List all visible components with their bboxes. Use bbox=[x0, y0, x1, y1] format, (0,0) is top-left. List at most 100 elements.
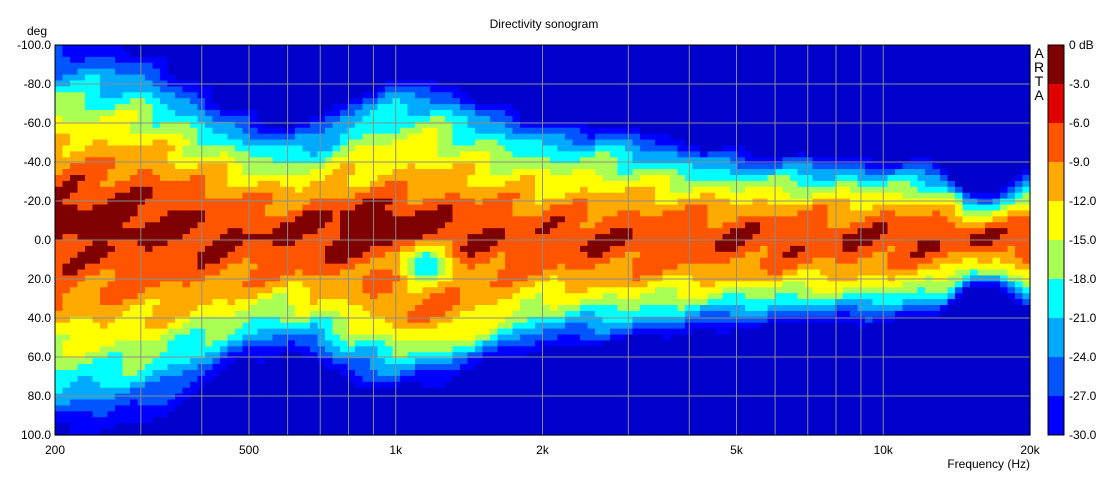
heatmap-cell bbox=[85, 399, 94, 407]
heatmap-cell bbox=[542, 127, 551, 135]
heatmap-cell bbox=[377, 180, 386, 188]
heatmap-cell bbox=[272, 299, 281, 306]
heatmap-cell bbox=[497, 121, 506, 129]
heatmap-cell bbox=[182, 293, 191, 300]
heatmap-cell bbox=[542, 192, 551, 200]
heatmap-cell bbox=[122, 293, 131, 300]
heatmap-cell bbox=[400, 186, 409, 194]
heatmap-cell bbox=[430, 328, 439, 336]
heatmap-cell bbox=[92, 399, 101, 407]
heatmap-cell bbox=[392, 305, 401, 312]
heatmap-cell bbox=[190, 322, 199, 330]
heatmap-cell bbox=[92, 121, 101, 129]
heatmap-cell bbox=[340, 198, 349, 206]
heatmap-cell bbox=[272, 175, 281, 182]
heatmap-cell bbox=[497, 74, 506, 82]
heatmap-cell bbox=[55, 139, 64, 147]
heatmap-cell bbox=[580, 358, 589, 365]
heatmap-cell bbox=[137, 417, 146, 424]
heatmap-cell bbox=[115, 104, 124, 111]
heatmap-cell bbox=[137, 192, 146, 200]
heatmap-cell bbox=[347, 192, 356, 200]
heatmap-cell bbox=[145, 322, 154, 330]
heatmap-cell bbox=[310, 405, 319, 412]
heatmap-cell bbox=[137, 45, 146, 52]
heatmap-cell bbox=[437, 204, 446, 212]
heatmap-cell bbox=[287, 322, 296, 330]
heatmap-cell bbox=[610, 127, 619, 135]
heatmap-cell bbox=[587, 293, 596, 300]
heatmap-cell bbox=[130, 50, 139, 58]
heatmap-cell bbox=[182, 127, 191, 135]
heatmap-cell bbox=[362, 139, 371, 147]
heatmap-cell bbox=[130, 411, 139, 418]
heatmap-cell bbox=[175, 245, 184, 253]
heatmap-cell bbox=[220, 417, 229, 424]
heatmap-cell bbox=[92, 245, 101, 253]
heatmap-cell bbox=[347, 163, 356, 170]
heatmap-cell bbox=[70, 340, 79, 347]
heatmap-cell bbox=[145, 245, 154, 253]
heatmap-cell bbox=[400, 352, 409, 359]
heatmap-cell bbox=[490, 56, 499, 64]
heatmap-cell bbox=[580, 133, 589, 141]
heatmap-cell bbox=[212, 305, 221, 312]
heatmap-cell bbox=[490, 45, 499, 52]
heatmap-cell bbox=[475, 175, 484, 182]
heatmap-cell bbox=[122, 299, 131, 306]
heatmap-cell bbox=[62, 411, 71, 418]
heatmap-cell bbox=[347, 104, 356, 111]
heatmap-cell bbox=[107, 399, 116, 407]
heatmap-cell bbox=[475, 192, 484, 200]
heatmap-cell bbox=[62, 375, 71, 383]
heatmap-cell bbox=[265, 222, 274, 229]
heatmap-cell bbox=[355, 68, 364, 76]
heatmap-cell bbox=[92, 393, 101, 401]
heatmap-cell bbox=[445, 281, 454, 288]
heatmap-cell bbox=[520, 251, 529, 259]
heatmap-cell bbox=[302, 62, 311, 70]
heatmap-cell bbox=[212, 417, 221, 424]
heatmap-cell bbox=[167, 340, 176, 347]
heatmap-cell bbox=[332, 121, 341, 129]
heatmap-cell bbox=[362, 145, 371, 152]
heatmap-cell bbox=[235, 257, 244, 265]
heatmap-cell bbox=[377, 240, 386, 247]
heatmap-cell bbox=[250, 251, 259, 259]
heatmap-cell bbox=[250, 328, 259, 336]
heatmap-cell bbox=[302, 305, 311, 312]
heatmap-cell bbox=[550, 180, 559, 188]
heatmap-cell bbox=[550, 269, 559, 277]
heatmap-cell bbox=[505, 204, 514, 212]
heatmap-cell bbox=[512, 192, 521, 200]
heatmap-cell bbox=[482, 334, 491, 342]
heatmap-cell bbox=[325, 375, 334, 383]
heatmap-cell bbox=[437, 110, 446, 117]
heatmap-cell bbox=[325, 399, 334, 407]
heatmap-cell bbox=[62, 287, 71, 294]
heatmap-cell bbox=[70, 110, 79, 117]
heatmap-cell bbox=[115, 293, 124, 300]
heatmap-cell bbox=[272, 429, 281, 436]
heatmap-cell bbox=[212, 322, 221, 330]
heatmap-cell bbox=[92, 387, 101, 395]
heatmap-cell bbox=[505, 50, 514, 58]
heatmap-cell bbox=[310, 86, 319, 93]
heatmap-cell bbox=[272, 228, 281, 235]
heatmap-cell bbox=[460, 151, 469, 158]
heatmap-cell bbox=[572, 157, 581, 164]
heatmap-cell bbox=[520, 429, 529, 436]
heatmap-cell bbox=[520, 287, 529, 294]
heatmap-cell bbox=[422, 110, 431, 117]
heatmap-cell bbox=[160, 299, 169, 306]
heatmap-cell bbox=[595, 352, 604, 359]
heatmap-cell bbox=[257, 151, 266, 158]
heatmap-cell bbox=[340, 399, 349, 407]
heatmap-cell bbox=[220, 110, 229, 117]
heatmap-cell bbox=[302, 340, 311, 347]
heatmap-cell bbox=[302, 328, 311, 336]
heatmap-cell bbox=[92, 375, 101, 383]
heatmap-cell bbox=[302, 411, 311, 418]
heatmap-cell bbox=[602, 417, 611, 424]
heatmap-cell bbox=[602, 234, 611, 241]
